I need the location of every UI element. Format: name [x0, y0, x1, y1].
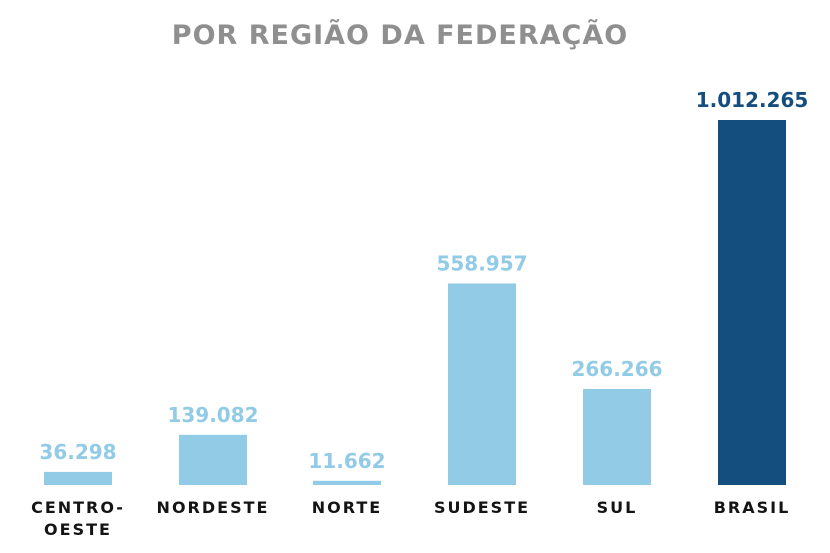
value-labels-group: 36.298 139.082 11.662 558.957 266.266 1.012.2…	[39, 88, 808, 473]
bar-1	[179, 434, 247, 485]
category-label-5: BRASIL	[714, 498, 791, 517]
category-label-2: NORTE	[312, 498, 382, 517]
category-label-4: SUL	[597, 498, 638, 517]
bar-0	[44, 471, 112, 485]
category-label-3: SUDESTE	[434, 498, 530, 517]
category-label-1: NORDESTE	[157, 498, 270, 517]
chart-title: POR REGIÃO DA FEDERAÇÃO	[171, 20, 629, 51]
category-label-0-line-0: CENTRO-	[31, 498, 125, 517]
category-label-0-line-1: OESTE	[44, 520, 112, 539]
bar-3	[448, 283, 516, 485]
value-label-5: 1.012.265	[696, 88, 809, 112]
value-label-0: 36.298	[39, 440, 116, 464]
bar-2	[313, 480, 381, 485]
bar-4	[583, 388, 651, 485]
bar-5	[718, 120, 786, 485]
value-label-1: 139.082	[167, 403, 258, 427]
bars-group	[44, 120, 786, 485]
value-label-4: 266.266	[571, 357, 662, 381]
value-label-2: 11.662	[308, 449, 385, 473]
value-label-3: 558.957	[436, 251, 527, 275]
category-labels-group: CENTRO- OESTE NORDESTE NORTE SUDESTE SUL BRASI…	[31, 498, 791, 539]
